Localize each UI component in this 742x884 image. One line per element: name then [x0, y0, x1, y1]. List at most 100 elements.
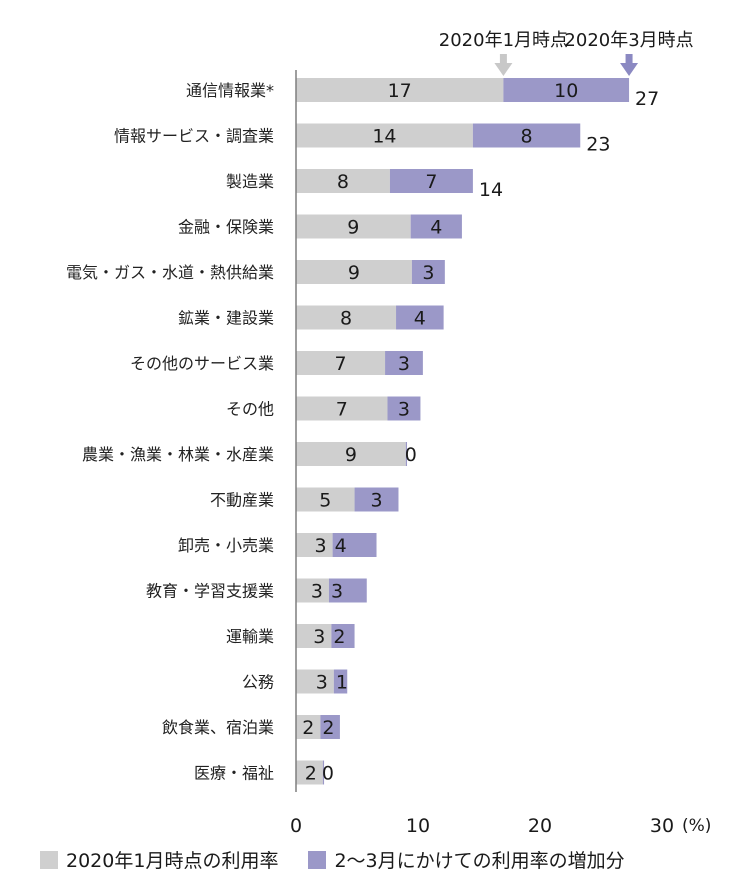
bar-jan: [296, 396, 388, 421]
category-label: 医療・福祉: [194, 764, 274, 783]
legend-swatch-jan: [40, 850, 58, 869]
bar-increase-value-label: 4: [430, 217, 442, 239]
bar-increase-value-label: 4: [335, 535, 347, 557]
bar-jan-value-label: 2: [302, 717, 314, 739]
bar-jan: [296, 351, 386, 375]
bar-jan: [296, 442, 406, 466]
category-label: 鉱業・建設業: [178, 309, 274, 328]
bar-jan: [296, 624, 332, 648]
bar-increase-value-label: 3: [370, 490, 382, 512]
category-label: 教育・学習支援業: [146, 582, 274, 601]
bar-increase: [322, 760, 325, 785]
bar-increase-value-label: 3: [398, 399, 410, 421]
annotation-arrow-shaft: [625, 54, 633, 63]
bar-jan-value-label: 14: [372, 126, 396, 148]
legend-item-jan: 2020年1月時点の利用率: [40, 846, 278, 873]
annotation-arrow-shaft: [499, 54, 507, 63]
x-tick-label: 30: [650, 815, 674, 837]
bar-jan-value-label: 17: [388, 80, 412, 102]
bar-increase-value-label: 4: [414, 308, 426, 330]
bar-jan-value-label: 8: [340, 308, 352, 330]
annotation-label: 2020年1月時点: [439, 30, 568, 51]
bar-jan: [296, 578, 329, 603]
category-label: 通信情報業*: [186, 81, 274, 100]
bar-jan: [296, 533, 333, 557]
total-value-label: 14: [479, 179, 503, 201]
bar-jan-value-label: 9: [348, 262, 360, 284]
legend-swatch-increase: [308, 850, 327, 869]
bar-increase-value-label: 2: [333, 626, 345, 648]
bar-jan: [296, 760, 323, 785]
bar-jan: [296, 169, 390, 193]
bar-increase: [320, 715, 340, 739]
total-value-label: 27: [635, 88, 659, 110]
category-label: 飲食業、宿泊業: [162, 718, 274, 737]
bar-jan-value-label: 7: [336, 399, 348, 421]
bar-jan-value-label: 3: [315, 535, 327, 557]
category-label: 電気・ガス・水道・熱供給業: [66, 263, 274, 282]
bar-increase: [472, 123, 581, 148]
total-value-label: 23: [586, 134, 610, 156]
bar-increase-value-label: 0: [322, 763, 334, 785]
bar-jan-value-label: 9: [345, 444, 357, 466]
x-tick-label: 0: [290, 815, 302, 837]
x-tick-label: 10: [406, 815, 430, 837]
x-tick-label: 20: [528, 815, 552, 837]
legend-item-increase: 2～3月にかけての利用率の増加分: [308, 846, 625, 873]
bar-jan-value-label: 2: [305, 763, 317, 785]
x-axis: 0 10 20 30 (%): [290, 815, 711, 837]
bar-jan: [296, 715, 321, 739]
bar-increase: [503, 78, 630, 102]
bar-increase: [410, 214, 462, 239]
bar-jan-value-label: 3: [316, 672, 328, 694]
bar-increase: [331, 624, 355, 648]
bar-increase-value-label: 2: [322, 717, 334, 739]
x-axis-unit: (%): [682, 816, 711, 836]
bar-jan: [296, 669, 334, 694]
bar-increase-value-label: 0: [405, 444, 417, 466]
bar-increase: [405, 442, 408, 466]
category-label: 運輸業: [226, 627, 274, 646]
bar-increase-value-label: 3: [398, 353, 410, 375]
bar-increase: [396, 305, 444, 330]
category-label: 金融・保険業: [178, 218, 274, 237]
category-label: 卸売・小売業: [178, 536, 274, 555]
category-label: 不動産業: [210, 491, 274, 510]
bar-increase: [387, 396, 421, 421]
category-label: 情報サービス・調査業: [114, 127, 274, 146]
category-label: その他のサービス業: [130, 354, 274, 373]
bar-increase-value-label: 3: [331, 581, 343, 603]
bar-jan: [296, 78, 504, 102]
legend-label-increase: 2～3月にかけての利用率の増加分: [334, 850, 625, 872]
annotation-label: 2020年3月時点: [564, 30, 693, 51]
bar-jan: [296, 123, 473, 148]
bar-jan: [296, 214, 411, 239]
bar-increase-value-label: 10: [554, 80, 578, 102]
category-label: 製造業: [226, 172, 274, 191]
category-label: その他: [226, 400, 274, 419]
bar-jan-value-label: 3: [313, 626, 325, 648]
bar-increase-value-label: 8: [521, 126, 533, 148]
bar-increase: [328, 578, 367, 603]
bars-layer: [296, 78, 630, 785]
legend: 2020年1月時点の利用率 2～3月にかけての利用率の増加分: [40, 846, 655, 873]
bar-jan: [296, 260, 412, 284]
bar-jan: [296, 487, 355, 512]
bar-increase: [333, 669, 348, 694]
legend-label-jan: 2020年1月時点の利用率: [66, 850, 279, 872]
bar-increase-value-label: 1: [336, 672, 348, 694]
bar-jan-value-label: 8: [337, 171, 349, 193]
bar-increase-value-label: 3: [422, 262, 434, 284]
bar-increase: [389, 169, 473, 193]
bar-jan-value-label: 7: [334, 353, 346, 375]
annotation-arrow-head: [494, 63, 513, 76]
bar-increase: [411, 260, 445, 284]
annotation-arrow-head: [620, 63, 639, 76]
category-label: 公務: [242, 673, 274, 692]
bar-increase-value-label: 7: [425, 171, 437, 193]
bar-increase: [385, 351, 423, 375]
category-label: 農業・漁業・林業・水産業: [82, 445, 274, 464]
